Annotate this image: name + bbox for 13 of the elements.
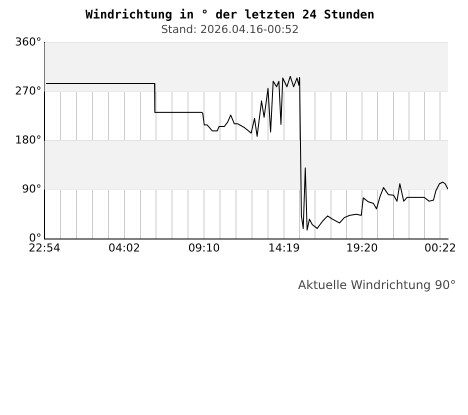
y-tick-label: 90° (22, 182, 42, 196)
text: Aktuelle Windrichtung 90° (297, 278, 457, 292)
x-tick-label: 00:22 (424, 241, 456, 254)
y-tick-label: 270° (14, 84, 42, 98)
x-tick-label: 14:19 (268, 241, 300, 254)
x-tick-label: 19:20 (346, 241, 378, 254)
chart-title: Windrichtung in ° der letzten 24 Stunden (86, 7, 374, 22)
x-tick-label: 09:10 (188, 241, 220, 254)
x-tick-label: 04:02 (108, 241, 140, 254)
y-tick-label: 360° (14, 35, 42, 48)
y-tick-label: 180° (14, 134, 42, 147)
x-tick-label: 22:54 (28, 241, 60, 254)
chart-subtitle: Stand: 2026.04.16-00:52 (161, 22, 299, 36)
